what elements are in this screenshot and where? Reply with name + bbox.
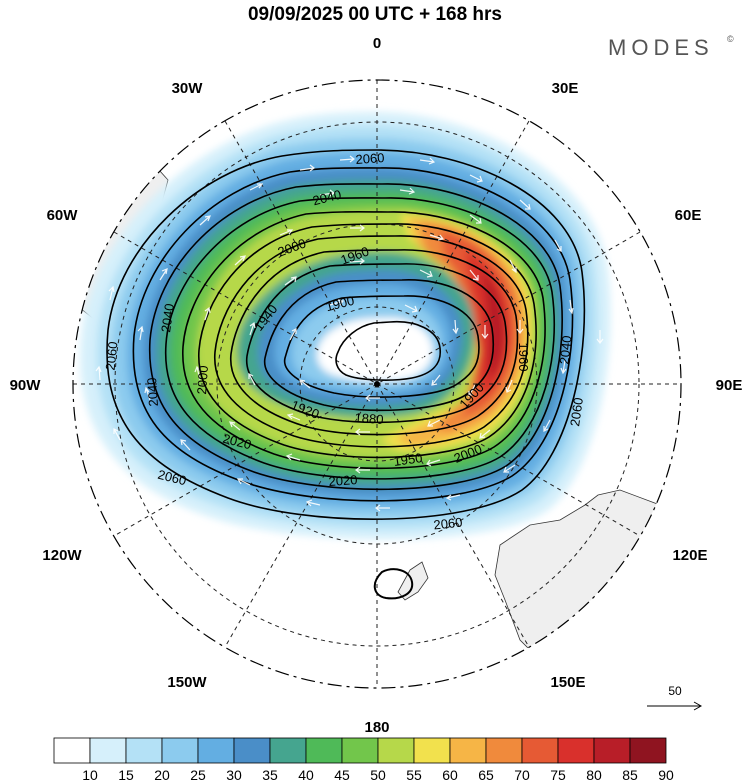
colorbar-tick-label: 75	[550, 767, 566, 782]
lon-label-120w: 120W	[42, 547, 82, 564]
lon-label-180: 180	[364, 719, 389, 736]
contour-label: 2040	[311, 187, 343, 209]
new-zealand-land	[397, 561, 429, 601]
modes-logo: MODES	[608, 35, 714, 60]
contour-label: 2060	[355, 150, 385, 167]
height-contours	[106, 149, 586, 600]
wind-speed-shading	[80, 112, 611, 540]
map-title: 09/09/2025 00 UTC + 168 hrs	[248, 4, 502, 25]
wind-vectors	[95, 155, 604, 512]
colorbar	[53, 737, 667, 764]
colorbar-swatch	[305, 737, 343, 764]
contour-label: 2040	[557, 335, 575, 365]
contour-label: 2060	[567, 397, 586, 428]
contour-label: 1960	[516, 343, 531, 372]
colorbar-swatch	[593, 737, 631, 764]
colorbar-tick-label: 20	[154, 767, 170, 782]
lon-label-90w: 90W	[10, 377, 42, 394]
colorbar-swatch	[125, 737, 163, 764]
contour-label: 1880	[354, 410, 384, 427]
colorbar-tick-label: 55	[406, 767, 422, 782]
colorbar-swatch	[449, 737, 487, 764]
colorbar-swatch	[557, 737, 595, 764]
colorbar-tick-label: 45	[334, 767, 350, 782]
contour-label: 2060	[156, 467, 188, 489]
contour-label: 2020	[328, 472, 358, 489]
lon-label-30w: 30W	[172, 80, 204, 97]
colorbar-tick-label: 65	[478, 767, 494, 782]
colorbar-tick-label: 15	[118, 767, 134, 782]
colorbar-tick-label: 60	[442, 767, 458, 782]
contour-label: 1950	[393, 450, 424, 469]
copyright-mark: ©	[727, 34, 734, 44]
vector-reference: 50	[647, 684, 703, 711]
colorbar-swatch	[53, 737, 91, 764]
south-pole-marker	[374, 381, 380, 387]
colorbar-swatch	[377, 737, 415, 764]
colorbar-tick-label: 40	[298, 767, 314, 782]
colorbar-tick-label: 10	[82, 767, 98, 782]
colorbar-tick-label: 30	[226, 767, 242, 782]
lon-label-60w: 60W	[47, 207, 79, 224]
contour-label: 2040	[144, 377, 161, 407]
reference-arrow-icon	[693, 701, 703, 711]
colorbar-swatch	[629, 737, 667, 764]
lon-label-120e: 120E	[672, 547, 707, 564]
contour-label: 1900	[324, 293, 356, 315]
colorbar-swatch	[269, 737, 307, 764]
contour-label: 2060	[103, 341, 121, 371]
lon-label-150w: 150W	[167, 674, 207, 691]
contour-label: 2040	[158, 303, 177, 334]
lon-label-30e: 30E	[552, 80, 579, 97]
colorbar-tick-label: 90	[658, 767, 674, 782]
colorbar-swatch	[521, 737, 559, 764]
colorbar-swatch	[413, 737, 451, 764]
colorbar-tick-label: 50	[370, 767, 386, 782]
colorbar-swatch	[485, 737, 523, 764]
contour-label: 2000	[194, 365, 211, 395]
colorbar-tick-label: 25	[190, 767, 206, 782]
lon-label-0: 0	[373, 35, 381, 52]
colorbar-swatch	[197, 737, 235, 764]
colorbar-swatch	[341, 737, 379, 764]
map-boundary	[72, 79, 682, 689]
colorbar-tick-label: 35	[262, 767, 278, 782]
longitude-labels: 0 30E 60E 90E 120E 150E 180 150W 120W 90…	[10, 35, 743, 736]
colorbar-swatch	[89, 737, 127, 764]
contour-label: 2020	[221, 431, 253, 453]
reference-vector-label: 50	[668, 684, 682, 698]
lon-label-150e: 150E	[550, 674, 585, 691]
contour-labels: 2060 2040 2000 1960 1900 1940 2040 2060 …	[103, 150, 586, 533]
colorbar-swatch	[161, 737, 199, 764]
colorbar-tick-label: 85	[622, 767, 638, 782]
map-disc	[73, 80, 681, 688]
colorbar-swatch	[233, 737, 271, 764]
colorbar-ticks: 10 15 20 25 30 35 40 45 50 55 60 65 70 75 80 85 90	[82, 767, 674, 782]
lon-label-90e: 90E	[716, 377, 743, 394]
lon-label-60e: 60E	[675, 207, 702, 224]
colorbar-tick-label: 70	[514, 767, 530, 782]
contour-label: 2060	[433, 515, 463, 533]
colorbar-tick-label: 80	[586, 767, 602, 782]
